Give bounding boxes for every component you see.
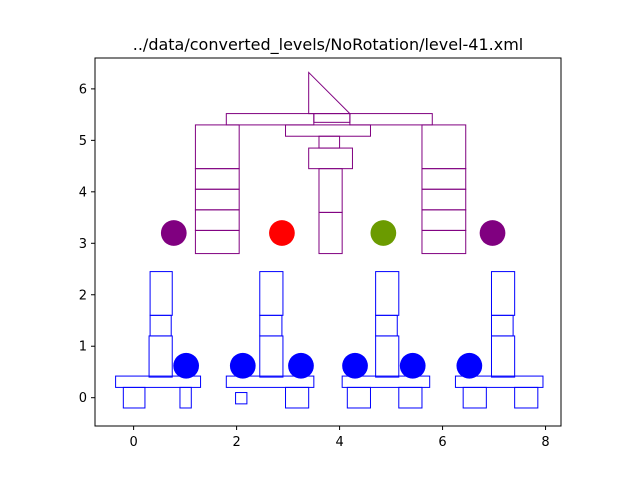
y-tick-label: 5 [79, 134, 87, 149]
x-tick-label: 6 [438, 435, 446, 450]
circle-point [456, 352, 483, 379]
x-axis: 0 2 4 6 8 [129, 426, 550, 450]
x-tick-label: 2 [232, 435, 240, 450]
block-rect [225, 375, 315, 388]
block-rect [259, 271, 284, 316]
block-rect [235, 392, 248, 405]
triangle-block [308, 71, 352, 115]
block-rect [514, 386, 539, 409]
block-rect [421, 124, 467, 170]
y-tick-label: 3 [79, 237, 87, 252]
y-axis: 0 1 2 3 4 5 6 [79, 82, 95, 406]
y-tick-label: 1 [79, 340, 87, 355]
block-rect [318, 211, 343, 255]
x-tick-label: 8 [541, 435, 549, 450]
plot-area [115, 71, 544, 409]
block-rect [194, 124, 240, 170]
circle-point [479, 220, 506, 246]
block-rect [149, 271, 173, 316]
circle-point [160, 220, 187, 246]
circle-point [229, 352, 256, 379]
y-tick-label: 0 [79, 391, 87, 406]
block-rect [454, 375, 544, 388]
x-tick-label: 4 [335, 435, 343, 450]
chart-title: ../data/converted_levels/NoRotation/leve… [133, 35, 523, 55]
y-tick-label: 6 [79, 82, 87, 97]
block-rect [179, 386, 192, 409]
circle-point [173, 352, 200, 379]
block-rect [462, 386, 487, 409]
y-tick-label: 2 [79, 288, 87, 303]
circle-point [370, 220, 397, 246]
x-tick-label: 0 [129, 435, 137, 450]
circle-point [269, 220, 295, 246]
block-rect [375, 271, 400, 316]
circle-point [399, 352, 426, 379]
block-rect [341, 375, 431, 388]
circle-point [342, 352, 368, 379]
circle-point [288, 352, 314, 379]
block-rect [398, 386, 423, 409]
block-rect [346, 386, 371, 409]
block-rect [285, 386, 310, 409]
axes-frame [94, 57, 562, 427]
block-rect [115, 375, 202, 388]
block-rect [490, 271, 516, 316]
y-tick-label: 4 [79, 185, 87, 200]
block-rect [122, 386, 146, 409]
